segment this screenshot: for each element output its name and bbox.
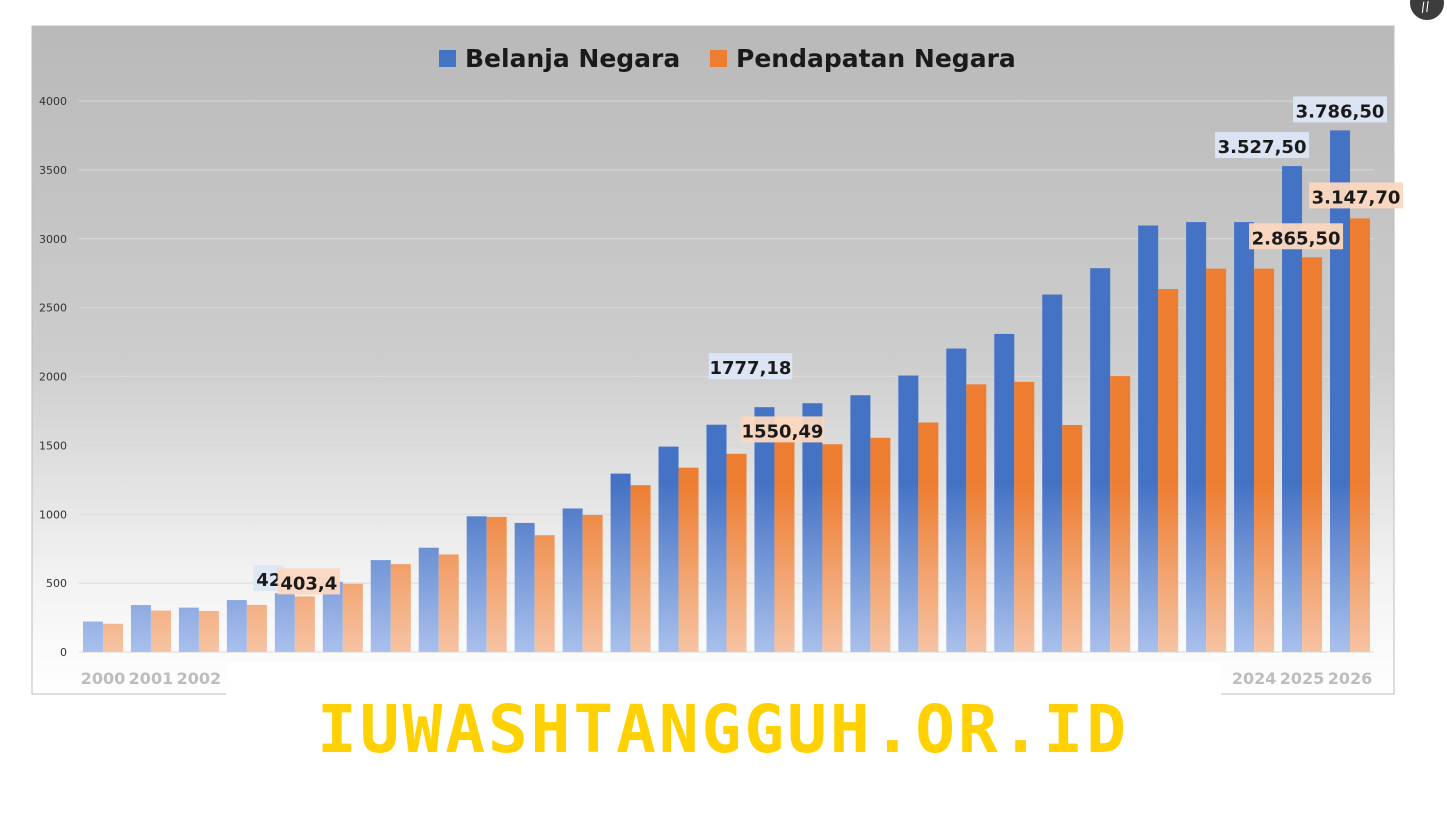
x-axis-ticks: 2000200120023202420252026 [81, 669, 1373, 688]
bar-pendapatan-2014 [774, 438, 795, 652]
y-tick-label: 3000 [39, 233, 67, 246]
bar-pendapatan-2011 [630, 485, 651, 652]
y-tick-label: 1500 [39, 439, 67, 452]
bar-pendapatan-2026 [1350, 218, 1371, 652]
svg-text:1550,49: 1550,49 [741, 421, 823, 442]
svg-text:3.527,50: 3.527,50 [1218, 137, 1307, 158]
x-tick-label: 2025 [1280, 669, 1325, 688]
x-tick-label: 2024 [1232, 669, 1277, 688]
bar-pendapatan-2001 [150, 610, 171, 652]
bar-belanja-2005 [322, 581, 343, 652]
bar-pendapatan-2009 [534, 535, 555, 652]
x-tick-label: 2026 [1328, 669, 1373, 688]
bar-pendapatan-2006 [390, 564, 411, 652]
bar-pendapatan-2000 [102, 623, 123, 652]
bar-belanja-2010 [562, 508, 583, 652]
bar-pendapatan-2004 [294, 596, 315, 652]
bar-belanja-2023 [1186, 222, 1207, 652]
bar-pendapatan-2015 [822, 444, 843, 652]
y-axis-ticks: 0 500 1000 1500 2000 2500 3000 3500 4000 [39, 95, 67, 659]
watermark-banner [226, 662, 1221, 762]
data-labels: 42 403,4 1777,18 1550,49 3.527,50 2.865,50 3.7… [253, 96, 1404, 595]
bar-belanja-2019 [994, 333, 1015, 652]
x-tick-label: 2001 [129, 669, 174, 688]
bar-belanja-2022 [1138, 225, 1159, 652]
bar-belanja-2026 [1330, 130, 1351, 653]
y-tick-label: 4000 [39, 95, 67, 108]
bar-belanja-2017 [898, 375, 919, 652]
legend: Belanja Negara Pendapatan Negara [439, 44, 1016, 73]
x-tick-label: 2002 [177, 669, 222, 688]
bar-belanja-2015 [802, 403, 823, 652]
bar-belanja-2001 [130, 605, 151, 652]
bar-belanja-2006 [370, 560, 391, 652]
bar-pendapatan-2024 [1254, 268, 1275, 652]
y-tick-label: 1000 [39, 508, 67, 521]
watermark-text: IUWASHTANGGUH.OR.ID [317, 691, 1129, 768]
bar-belanja-2003 [226, 600, 247, 652]
bar-pendapatan-2021 [1110, 376, 1131, 652]
bar-belanja-2024 [1234, 222, 1255, 652]
bar-belanja-2016 [850, 395, 871, 652]
bar-belanja-2013 [706, 424, 727, 652]
bar-belanja-2009 [514, 522, 535, 652]
y-tick-label: 2500 [39, 302, 67, 315]
bar-pendapatan-2008 [486, 516, 507, 652]
bar-belanja-2012 [658, 446, 679, 652]
y-tick-label: 0 [60, 646, 67, 659]
data-label-2025-pendapatan: 2.865,50 [1249, 223, 1344, 250]
corner-button[interactable]: // [1410, 0, 1444, 20]
bar-belanja-2018 [946, 348, 967, 652]
bar-belanja-2014 [754, 407, 775, 652]
svg-text:2.865,50: 2.865,50 [1252, 228, 1341, 249]
bar-belanja-2021 [1090, 268, 1111, 652]
bar-pendapatan-2003 [246, 604, 267, 652]
bars [82, 130, 1371, 653]
svg-text:42: 42 [256, 570, 281, 591]
legend-label-pendapatan: Pendapatan Negara [736, 44, 1016, 73]
data-label-2026-belanja: 3.786,50 [1293, 96, 1388, 123]
svg-text:403,4: 403,4 [280, 573, 337, 594]
svg-text:1777,18: 1777,18 [709, 358, 791, 379]
data-label-2014-pendapatan: 1550,49 [740, 416, 825, 443]
data-label-2025-belanja: 3.527,50 [1215, 132, 1310, 159]
double-slash-icon: // [1419, 0, 1432, 16]
bar-belanja-2011 [610, 473, 631, 652]
bar-pendapatan-2012 [678, 467, 699, 652]
bar-belanja-2007 [418, 547, 439, 652]
bar-belanja-2025 [1282, 166, 1303, 653]
y-tick-label: 500 [46, 577, 67, 590]
bar-belanja-2004 [274, 593, 295, 652]
bar-pendapatan-2019 [1014, 381, 1035, 652]
bar-pendapatan-2013 [726, 453, 747, 652]
bar-belanja-2008 [466, 516, 487, 652]
legend-label-belanja: Belanja Negara [465, 44, 680, 73]
bar-pendapatan-2002 [198, 610, 219, 652]
bar-belanja-2000 [82, 621, 103, 652]
bar-pendapatan-2016 [870, 437, 891, 652]
bar-belanja-2020 [1042, 294, 1063, 652]
bar-pendapatan-2018 [966, 384, 987, 652]
bar-belanja-2002 [178, 607, 199, 652]
data-label-2004-pendapatan: 403,4 [277, 568, 341, 595]
bar-pendapatan-2007 [438, 554, 459, 652]
bar-pendapatan-2023 [1206, 268, 1227, 652]
data-label-2014-belanja: 1777,18 [708, 353, 793, 380]
data-label-2026-pendapatan: 3.147,70 [1309, 182, 1404, 209]
legend-swatch-pendapatan [710, 50, 727, 67]
y-tick-label: 2000 [39, 371, 67, 384]
bar-pendapatan-2022 [1158, 289, 1179, 652]
svg-text:3.786,50: 3.786,50 [1296, 101, 1385, 122]
bar-pendapatan-2020 [1062, 424, 1083, 652]
svg-text:3.147,70: 3.147,70 [1312, 187, 1401, 208]
bar-pendapatan-2025 [1302, 257, 1323, 652]
y-tick-label: 3500 [39, 164, 67, 177]
bar-pendapatan-2010 [582, 514, 603, 652]
bar-pendapatan-2005 [342, 583, 363, 652]
legend-swatch-belanja [439, 50, 456, 67]
x-tick-label: 2000 [81, 669, 126, 688]
bar-pendapatan-2017 [918, 422, 939, 652]
